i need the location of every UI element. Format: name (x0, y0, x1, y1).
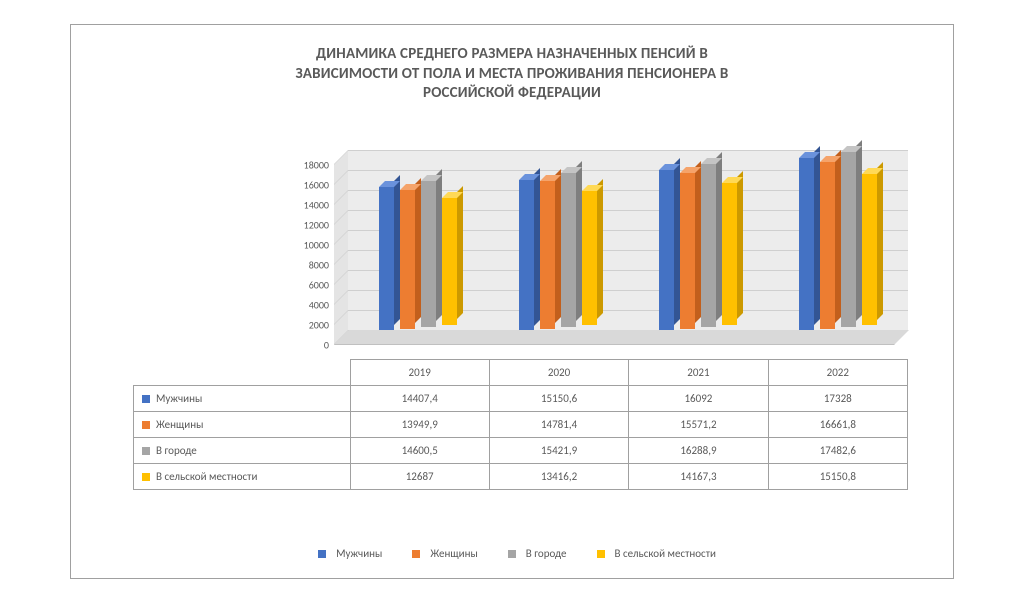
table-year-cell: 2022 (768, 360, 907, 386)
table-header-row: 2019202020212022 (134, 360, 908, 386)
table-value-cell: 15571,2 (629, 412, 768, 438)
legend-item: Мужчины (308, 547, 382, 560)
table-value-cell: 14407,4 (350, 386, 489, 412)
bar (680, 173, 695, 329)
bar (421, 181, 436, 327)
legend-swatch (142, 421, 150, 429)
y-tick-label: 14000 (304, 199, 329, 212)
table-series-label: В сельской местности (134, 464, 351, 490)
plot-area (334, 165, 894, 345)
bar (659, 170, 674, 331)
table-value-cell: 15421,9 (489, 438, 628, 464)
chart-frame: ДИНАМИКА СРЕДНЕГО РАЗМЕРА НАЗНАЧЕННЫХ ПЕ… (70, 24, 954, 579)
bar (799, 158, 814, 331)
table-value-cell: 15150,6 (489, 386, 628, 412)
legend-swatch (412, 550, 420, 558)
legend-swatch (142, 447, 150, 455)
table-value-cell: 16661,8 (768, 412, 907, 438)
y-tick-label: 6000 (309, 279, 329, 292)
bar (722, 183, 737, 325)
legend-swatch (142, 473, 150, 481)
table-value-cell: 14600,5 (350, 438, 489, 464)
table-year-cell: 2020 (489, 360, 628, 386)
legend-item: Женщины (402, 547, 477, 560)
table-value-cell: 17328 (768, 386, 907, 412)
table-row: В сельской местности1268713416,214167,31… (134, 464, 908, 490)
table-value-cell: 17482,6 (768, 438, 907, 464)
table-series-label: Мужчины (134, 386, 351, 412)
y-tick-label: 8000 (309, 259, 329, 272)
table-series-label: В городе (134, 438, 351, 464)
legend-swatch (508, 550, 516, 558)
bar (841, 152, 856, 327)
title-line-1: ДИНАМИКА СРЕДНЕГО РАЗМЕРА НАЗНАЧЕННЫХ ПЕ… (316, 45, 708, 63)
bar (442, 198, 457, 325)
y-tick-label: 16000 (304, 179, 329, 192)
legend-swatch (142, 395, 150, 403)
bar (540, 181, 555, 329)
table-year-cell: 2021 (629, 360, 768, 386)
bar (379, 187, 394, 331)
y-tick-label: 12000 (304, 219, 329, 232)
bar (862, 174, 877, 326)
y-tick-label: 0 (324, 339, 329, 352)
legend: Мужчины Женщины В городе В сельской местнос… (71, 547, 953, 560)
table-value-cell: 14167,3 (629, 464, 768, 490)
bar (400, 190, 415, 329)
legend-item: В сельской местности (587, 547, 716, 560)
table-value-cell: 12687 (350, 464, 489, 490)
floor (334, 330, 909, 345)
table-value-cell: 16092 (629, 386, 768, 412)
y-tick-label: 2000 (309, 319, 329, 332)
table-value-cell: 13416,2 (489, 464, 628, 490)
table-row: Мужчины14407,415150,61609217328 (134, 386, 908, 412)
table-value-cell: 16288,9 (629, 438, 768, 464)
y-tick-label: 18000 (304, 159, 329, 172)
bar (582, 191, 597, 325)
legend-item: В городе (498, 547, 567, 560)
title-line-3: РОССИЙСКОЙ ФЕДЕРАЦИИ (423, 84, 601, 102)
table-row: В городе14600,515421,916288,917482,6 (134, 438, 908, 464)
chart-title: ДИНАМИКА СРЕДНЕГО РАЗМЕРА НАЗНАЧЕННЫХ ПЕ… (71, 45, 953, 104)
title-line-2: ЗАВИСИМОСТИ ОТ ПОЛА И МЕСТА ПРОЖИВАНИЯ П… (296, 65, 729, 83)
data-table: 2019202020212022Мужчины14407,415150,6160… (133, 359, 908, 490)
bar-groups (348, 151, 908, 331)
bar (561, 173, 576, 327)
table-value-cell: 14781,4 (489, 412, 628, 438)
table-value-cell: 13949,9 (350, 412, 489, 438)
legend-swatch (597, 550, 605, 558)
table-value-cell: 15150,8 (768, 464, 907, 490)
bar (820, 162, 835, 329)
bar (701, 164, 716, 327)
legend-swatch (318, 550, 326, 558)
bar (519, 180, 534, 332)
y-axis-labels: 0200040006000800010000120001400016000180… (283, 151, 329, 345)
y-tick-label: 10000 (304, 239, 329, 252)
table-year-cell: 2019 (350, 360, 489, 386)
y-tick-label: 4000 (309, 299, 329, 312)
table-series-label: Женщины (134, 412, 351, 438)
table-row: Женщины13949,914781,415571,216661,8 (134, 412, 908, 438)
